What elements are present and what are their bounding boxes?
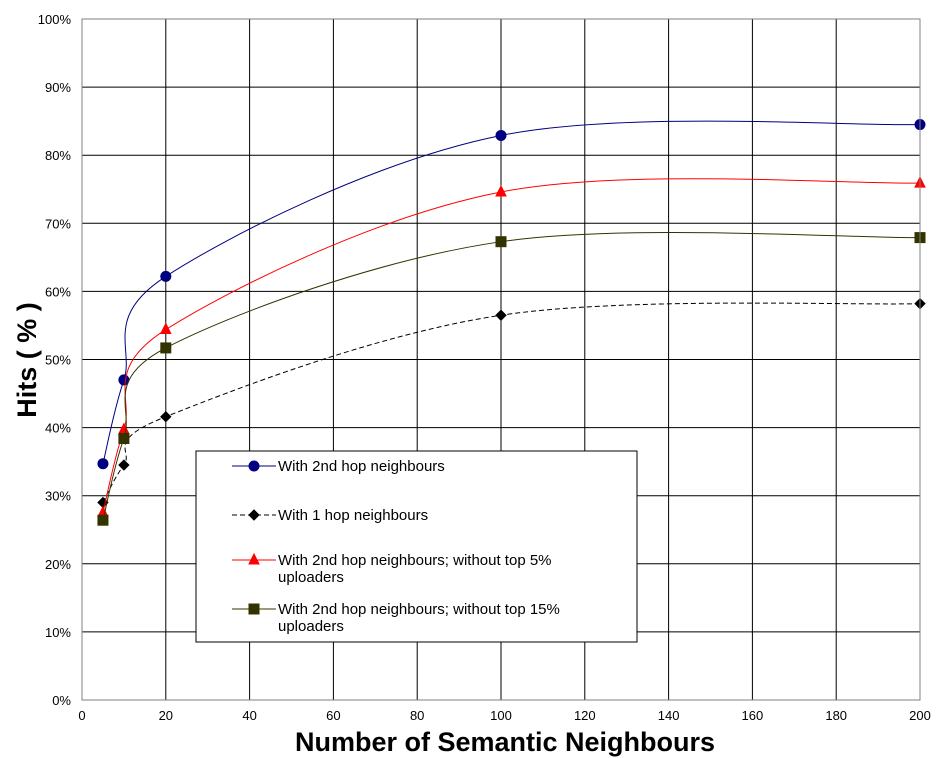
series-4 bbox=[97, 231, 926, 526]
legend-marker bbox=[248, 460, 260, 472]
legend-label: uploaders bbox=[278, 618, 344, 635]
y-tick-label: 10% bbox=[45, 625, 71, 640]
x-tick-label: 160 bbox=[742, 708, 764, 723]
data-point bbox=[495, 309, 507, 321]
x-tick-labels: 0 20 40 60 80 100 120 140 160 180 200 bbox=[78, 708, 930, 723]
series-2 bbox=[97, 297, 926, 509]
legend-label: With 2nd hop neighbours bbox=[278, 458, 445, 475]
legend-entry: With 2nd hop neighbours bbox=[232, 458, 445, 475]
data-point bbox=[97, 514, 109, 526]
legend-entry: With 2nd hop neighbours; without top 5%u… bbox=[232, 552, 552, 586]
data-point bbox=[495, 236, 507, 248]
data-point bbox=[97, 458, 109, 470]
y-tick-label: 80% bbox=[45, 148, 71, 163]
y-tick-label: 100% bbox=[38, 12, 72, 27]
data-point bbox=[495, 129, 507, 141]
legend-label: uploaders bbox=[278, 569, 344, 586]
x-tick-label: 120 bbox=[574, 708, 596, 723]
x-tick-label: 20 bbox=[159, 708, 173, 723]
legend-box bbox=[195, 450, 638, 643]
x-tick-label: 0 bbox=[78, 708, 85, 723]
x-tick-label: 140 bbox=[658, 708, 680, 723]
data-point bbox=[160, 270, 172, 282]
legend-entry: With 2nd hop neighbours; without top 15%… bbox=[232, 601, 560, 635]
data-point bbox=[495, 184, 507, 197]
data-point bbox=[159, 322, 172, 335]
legend-label: With 2nd hop neighbours; without top 15% bbox=[278, 601, 560, 618]
x-tick-label: 40 bbox=[242, 708, 256, 723]
data-point bbox=[160, 342, 172, 354]
data-point bbox=[118, 432, 130, 444]
x-tick-label: 80 bbox=[410, 708, 424, 723]
data-point bbox=[160, 410, 172, 423]
y-tick-label: 70% bbox=[45, 216, 71, 231]
legend-marker bbox=[248, 509, 260, 521]
legend-marker bbox=[248, 603, 260, 615]
y-tick-label: 20% bbox=[45, 557, 71, 572]
x-tick-label: 100 bbox=[490, 708, 512, 723]
plot-border bbox=[81, 18, 921, 701]
y-tick-label: 60% bbox=[45, 284, 71, 299]
y-tick-label: 0% bbox=[52, 693, 71, 708]
data-point bbox=[118, 459, 130, 471]
x-tick-label: 180 bbox=[825, 708, 847, 723]
y-tick-label: 50% bbox=[45, 353, 71, 368]
x-tick-label: 200 bbox=[909, 708, 931, 723]
legend-label: With 1 hop neighbours bbox=[278, 507, 428, 524]
x-axis-title: Number of Semantic Neighbours bbox=[295, 727, 715, 757]
legend-label: With 2nd hop neighbours; without top 5% bbox=[278, 552, 552, 569]
series-1 bbox=[97, 119, 926, 470]
y-axis-title: Hits ( % ) bbox=[12, 302, 42, 418]
data-series bbox=[97, 119, 926, 526]
legend-entry: With 1 hop neighbours bbox=[232, 507, 428, 524]
y-tick-label: 40% bbox=[45, 421, 71, 436]
y-tick-labels: 0% 10% 20% 30% 40% 50% 60% 70% 80% 90% 100% bbox=[38, 12, 72, 708]
x-tick-label: 60 bbox=[326, 708, 340, 723]
series-3 bbox=[97, 176, 926, 518]
legend-marker bbox=[248, 552, 260, 565]
y-tick-label: 90% bbox=[45, 80, 71, 95]
y-tick-label: 30% bbox=[45, 489, 71, 504]
legend: With 2nd hop neighbours With 1 hop neighb… bbox=[195, 450, 638, 643]
